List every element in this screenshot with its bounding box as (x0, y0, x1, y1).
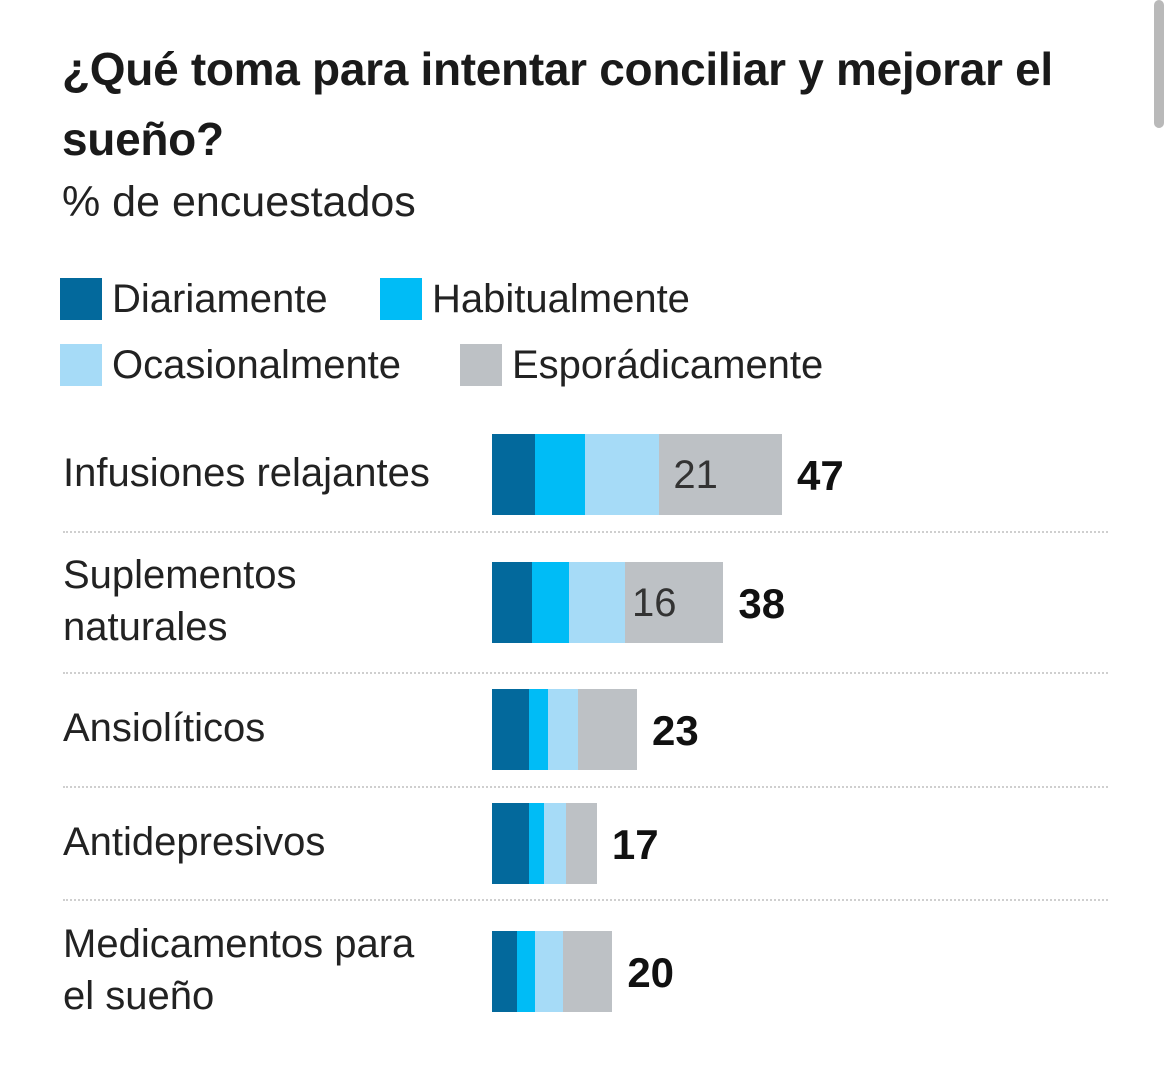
legend-item: Ocasionalmente (60, 341, 401, 389)
row-divider (63, 786, 1108, 788)
bar-segment (624, 562, 724, 643)
row-divider (63, 531, 1108, 533)
segment-value-label: 16 (632, 580, 677, 625)
total-value-label: 23 (651, 706, 699, 754)
bar-segment (516, 931, 536, 1012)
legend-swatch (460, 344, 502, 386)
bar-segment (578, 689, 637, 770)
legend-item: Habitualmente (380, 275, 690, 323)
row-divider (63, 672, 1108, 674)
chart-title: ¿Qué toma para intentar conciliar y mejo… (62, 43, 1053, 165)
bar-segment (529, 689, 548, 770)
chart-subtitle: % de encuestados (62, 178, 416, 226)
bar-segment (492, 803, 530, 884)
bar-segment (569, 562, 625, 643)
legend-swatch (60, 278, 102, 320)
category-label: Infusiones relajantes (63, 450, 430, 495)
legend-item: Esporádicamente (460, 341, 823, 389)
bar-segment (532, 562, 570, 643)
total-value-label: 20 (627, 948, 675, 996)
total-value-label: 38 (738, 579, 786, 627)
legend-label: Habitualmente (432, 277, 690, 321)
bar-segment (535, 931, 563, 1012)
legend-item: Diariamente (60, 275, 328, 323)
bar-segment (492, 931, 517, 1012)
total-value-label: 17 (611, 820, 659, 868)
bar-segment (547, 689, 579, 770)
bar-segment (566, 803, 597, 884)
bar-segment (535, 434, 585, 515)
bar-segment (529, 803, 545, 884)
legend-swatch (380, 278, 422, 320)
legend-label: Esporádicamente (512, 343, 824, 387)
bar-segment (492, 689, 530, 770)
row-divider (63, 899, 1108, 901)
category-label: Suplementos naturales (63, 552, 297, 649)
legend-swatch (60, 344, 102, 386)
legend-label: Diariamente (112, 277, 328, 321)
bar-segment (658, 434, 782, 515)
bar-segment (544, 803, 567, 884)
bar-segment (492, 434, 536, 515)
bar-segment (562, 931, 613, 1012)
category-label: Ansiolíticos (63, 705, 266, 750)
scrollbar[interactable] (1154, 0, 1164, 128)
bar-segment (584, 434, 659, 515)
category-label: Antidepresivos (63, 819, 326, 864)
legend-label: Ocasionalmente (112, 343, 402, 387)
category-label: Medicamentos para el sueño (63, 921, 415, 1018)
segment-value-label: 21 (673, 452, 718, 497)
total-value-label: 47 (796, 451, 844, 499)
bar-segment (492, 562, 533, 643)
